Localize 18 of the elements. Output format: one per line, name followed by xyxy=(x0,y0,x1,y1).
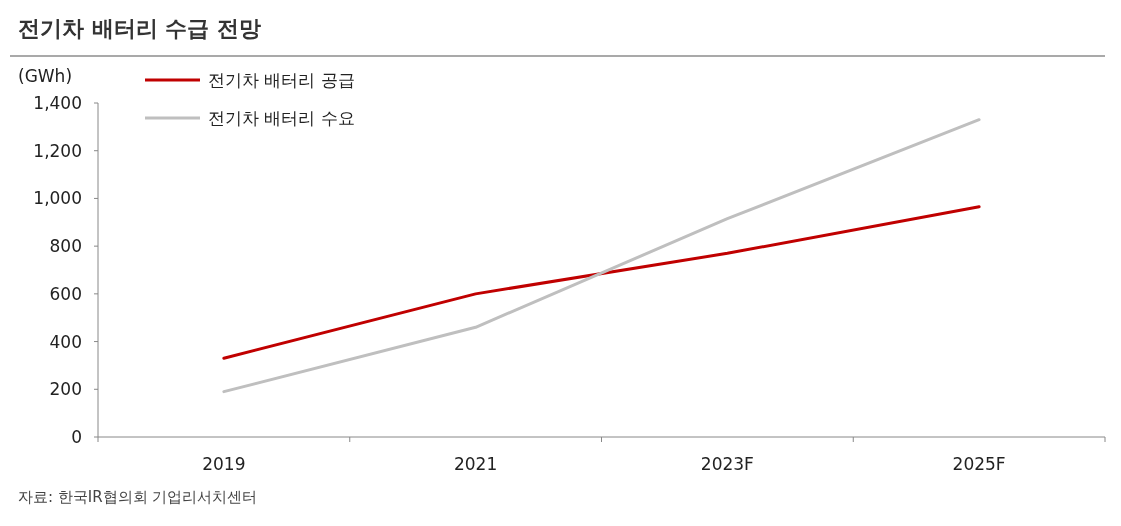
y-tick-label: 0 xyxy=(71,427,82,447)
y-tick-label: 400 xyxy=(49,331,82,352)
y-tick-label: 600 xyxy=(49,283,82,304)
y-tick-label: 800 xyxy=(49,236,82,257)
x-tick-label: 2023F xyxy=(700,454,754,474)
y-axis-title: (GWh) xyxy=(18,66,73,86)
line-series xyxy=(222,205,981,360)
legend-label: 전기차 배터리 수요 xyxy=(208,108,355,128)
y-tick-label: 1,200 xyxy=(33,140,82,161)
text: 자료: 한국IR협의회 기업리서치센터 xyxy=(18,488,258,506)
y-tick-label: 1,400 xyxy=(33,93,82,113)
y-tick-label: 200 xyxy=(49,379,82,400)
x-tick-label: 2019 xyxy=(202,454,246,474)
x-tick-label: 2025F xyxy=(952,454,1006,474)
y-tick-label: 1,000 xyxy=(33,188,82,209)
chart-title: 전기차 배터리 수급 전망 xyxy=(18,16,261,41)
x-tick-label: 2021 xyxy=(453,454,498,474)
legend-label: 전기차 배터리 공급 xyxy=(208,70,355,90)
